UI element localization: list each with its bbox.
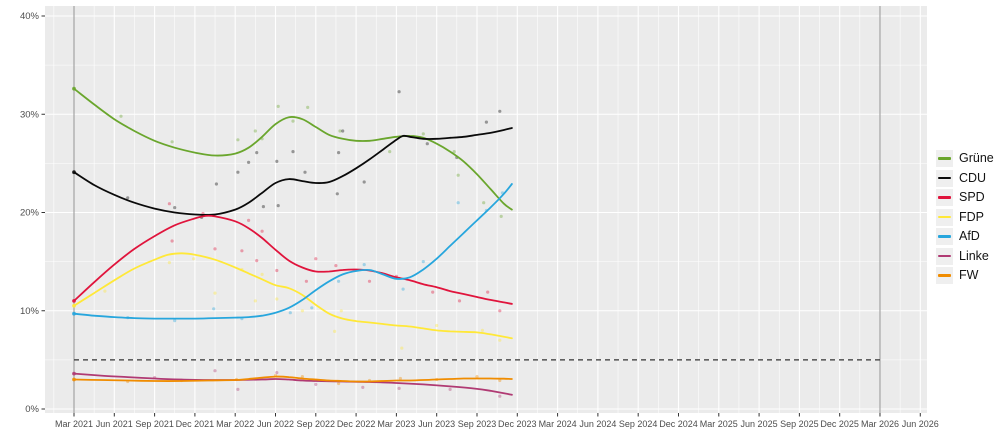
x-axis-tick-label: Sep 2024 <box>619 419 658 429</box>
y-axis-tick-label: 20% <box>20 208 40 219</box>
x-axis-tick-label: Dec 2024 <box>659 419 698 429</box>
legend-item-linke: Linke <box>936 247 994 265</box>
trend-line-fw <box>73 375 513 383</box>
legend-label: Linke <box>959 248 989 263</box>
x-axis-tick-label: Mar 2023 <box>377 419 415 429</box>
poll-points-cdu <box>72 90 502 219</box>
line-swatch-icon <box>936 267 953 284</box>
x-axis-tick-label: Dec 2022 <box>337 419 376 429</box>
legend-item-fdp: FDP <box>936 208 994 226</box>
x-axis-tick-label: Jun 2022 <box>257 419 294 429</box>
legend-item-fw: FW <box>936 267 994 284</box>
poll-points-afd <box>72 191 505 323</box>
trend-line-fdp <box>73 252 513 340</box>
x-axis-tick-label: Jun 2021 <box>96 419 133 429</box>
trend-lines <box>73 87 513 396</box>
line-swatch-icon <box>936 189 953 206</box>
x-axis-tick-label: Dec 2025 <box>820 419 859 429</box>
line-swatch-icon <box>936 208 953 226</box>
legend-label: FW <box>959 268 979 282</box>
y-axis-tick-label: 10% <box>20 306 40 317</box>
chart-legend: Grüne CDU SPD FDP AfD Linke FW <box>936 150 994 287</box>
y-axis-tick-label: 0% <box>25 404 39 415</box>
legend-item-afd: AfD <box>936 228 994 245</box>
line-swatch-icon <box>936 150 953 167</box>
line-swatch-icon <box>936 169 953 187</box>
x-axis-tick-label: Jun 2023 <box>418 419 455 429</box>
x-axis-tick-label: Sep 2023 <box>458 419 497 429</box>
trend-line-spd <box>73 214 513 305</box>
major-gridlines <box>45 6 927 413</box>
legend-item-spd: SPD <box>936 189 994 206</box>
trend-line-grne <box>73 87 513 211</box>
y-axis-tick-label: 30% <box>20 109 40 120</box>
x-axis-tick-label: Mar 2024 <box>539 419 577 429</box>
poll-points-grne <box>72 86 503 218</box>
x-axis-tick-label: Sep 2022 <box>297 419 336 429</box>
minor-gridlines <box>45 6 927 413</box>
poll-points-spd <box>72 202 502 313</box>
x-axis-tick-label: Dec 2021 <box>176 419 215 429</box>
x-axis-tick-label: Sep 2025 <box>780 419 819 429</box>
line-swatch-icon <box>936 228 953 245</box>
x-axis-tick-label: Dec 2023 <box>498 419 537 429</box>
legend-label: CDU <box>959 170 987 185</box>
trend-line-cdu <box>73 127 513 216</box>
legend-label: Grüne <box>959 151 994 165</box>
x-axis-tick-label: Jun 2026 <box>902 419 939 429</box>
election-date-lines <box>73 6 881 413</box>
line-swatch-icon <box>936 247 953 265</box>
axes: 0%10%20%30%40%Mar 2021 Jun 2021 Sep 2021 De… <box>20 11 939 429</box>
legend-item-grne: Grüne <box>936 150 994 167</box>
x-axis-tick-label: Mar 2025 <box>700 419 738 429</box>
legend-label: AfD <box>959 229 980 243</box>
x-axis-tick-label: Mar 2021 <box>55 419 93 429</box>
legend-item-cdu: CDU <box>936 169 994 187</box>
poll-scatter-points <box>72 86 505 398</box>
plot-panel <box>45 6 927 413</box>
x-axis-tick-label: Jun 2024 <box>579 419 616 429</box>
x-axis-tick-label: Sep 2021 <box>135 419 174 429</box>
x-axis-tick-label: Mar 2022 <box>216 419 254 429</box>
trend-line-linke <box>73 372 513 396</box>
x-axis-tick-label: Mar 2026 <box>861 419 899 429</box>
legend-label: FDP <box>959 209 984 224</box>
trend-line-afd <box>73 183 513 320</box>
legend-label: SPD <box>959 190 985 204</box>
y-axis-tick-label: 40% <box>20 11 40 22</box>
x-axis-tick-label: Jun 2025 <box>741 419 778 429</box>
